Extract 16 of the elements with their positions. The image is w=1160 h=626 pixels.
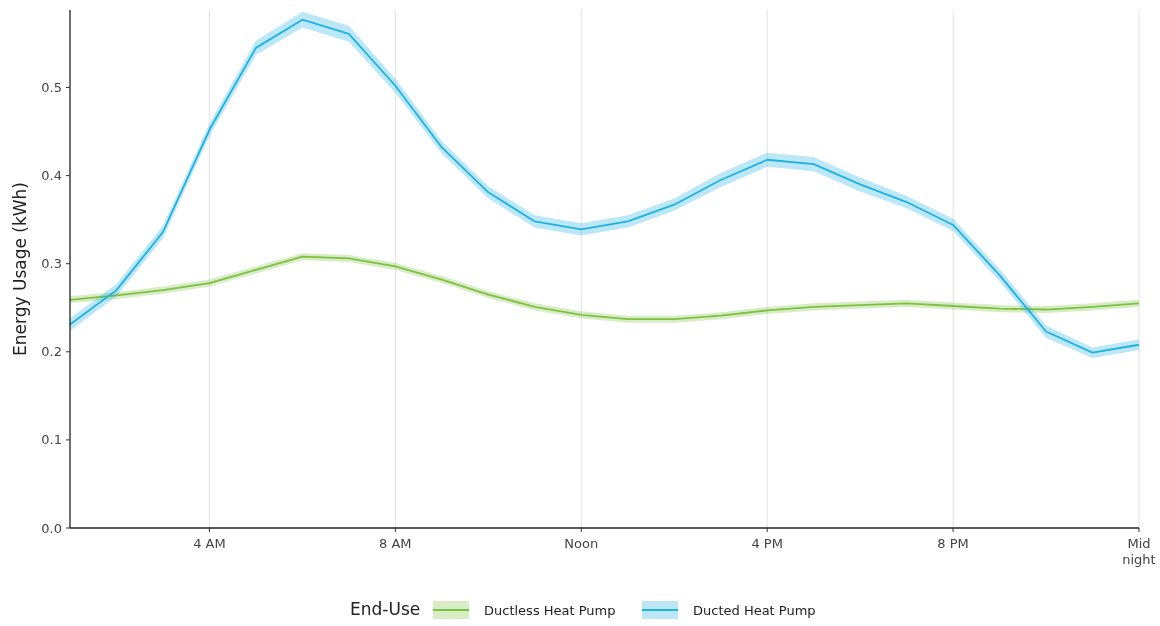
x-tick-label: Mid night <box>1122 536 1156 567</box>
legend-label: Ductless Heat Pump <box>484 603 616 618</box>
x-tick-label: 4 AM <box>193 536 226 551</box>
x-tick-label: 4 PM <box>751 536 783 551</box>
x-tick-label: 8 PM <box>937 536 969 551</box>
y-tick-label: 0.1 <box>41 432 62 448</box>
y-tick-label: 0.2 <box>41 344 62 360</box>
y-tick-label: 0.0 <box>41 520 62 536</box>
legend-title: End-Use <box>350 599 421 619</box>
x-tick-label: Noon <box>564 536 599 551</box>
y-tick-label: 0.5 <box>41 80 62 96</box>
y-axis-title: Energy Usage (kWh) <box>10 182 30 356</box>
y-tick-label: 0.3 <box>41 256 62 272</box>
x-tick-label: 8 AM <box>379 536 412 551</box>
legend-label: Ducted Heat Pump <box>693 603 816 618</box>
y-tick-label: 0.4 <box>41 168 62 184</box>
